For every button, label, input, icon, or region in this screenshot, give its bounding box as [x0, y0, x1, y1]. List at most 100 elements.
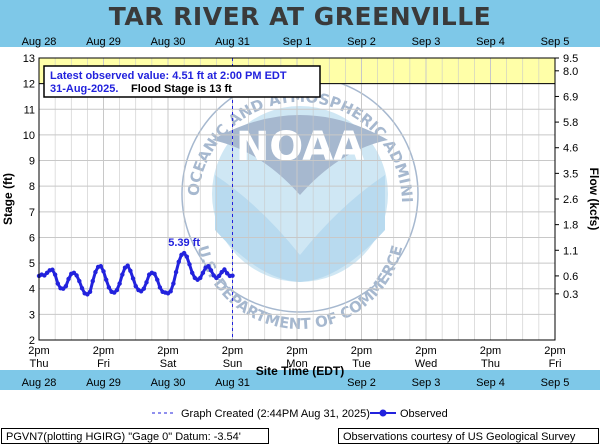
observed-point: [125, 263, 130, 268]
observed-point: [77, 278, 82, 284]
observed-point: [128, 268, 133, 273]
flow-tick-label: 1.8: [563, 220, 578, 232]
observed-point: [216, 273, 222, 279]
observed-point: [157, 285, 163, 290]
observed-point: [79, 286, 85, 291]
bottom-time-label: 2pm: [415, 345, 436, 357]
observed-point: [168, 289, 173, 294]
observed-point: [87, 289, 93, 295]
observed-point: [50, 267, 55, 272]
latest-value-line1: Latest observed value: 4.51 ft at 2:00 P…: [50, 70, 287, 82]
y-tick-label: 10: [23, 130, 35, 142]
top-date-label: Sep 4: [476, 36, 505, 48]
chart-title: TAR RIVER AT GREENVILLE: [0, 0, 600, 34]
bottom-date-band: [0, 370, 600, 390]
bottom-day-label: Wed: [415, 358, 437, 370]
observed-point: [141, 286, 147, 291]
top-date-label: Sep 2: [347, 36, 376, 48]
observed-point: [171, 281, 176, 286]
observed-point: [155, 277, 160, 282]
bottom-date-label: Aug 31: [215, 377, 250, 389]
bottom-time-label: 2pm: [28, 345, 49, 357]
y-tick-label: 9: [29, 156, 35, 168]
observed-point: [93, 269, 98, 275]
bottom-time-label: 2pm: [544, 345, 565, 357]
peak-label: 5.39 ft: [168, 237, 200, 249]
source-footer: Observations courtesy of US Geological S…: [338, 428, 599, 444]
bottom-date-label: Sep 2: [347, 377, 376, 389]
observed-point: [114, 287, 120, 293]
flood-stage-note: Flood Stage is 13 ft: [131, 83, 232, 95]
observed-point: [152, 271, 157, 277]
observed-point: [101, 269, 106, 274]
y-tick-label: 11: [24, 104, 35, 116]
axes-layer: 2 3 4 5 6 7 8 9 10 11 12 13 0.3 0.6 1.1 1.8 2.6 3.5 4.6 5.8…: [1, 36, 600, 389]
observed-point: [98, 263, 104, 269]
bottom-day-label: Thu: [30, 358, 49, 370]
observed-point: [173, 269, 179, 275]
y-tick-label: 4: [29, 284, 35, 296]
watermark-lower: [215, 175, 385, 282]
observed-point: [55, 281, 61, 286]
plot-border: [38, 57, 556, 341]
flow-tick-label: 5.8: [563, 117, 578, 129]
observed-point: [120, 272, 125, 277]
flow-tick-label: 4.6: [563, 143, 578, 155]
datum-footer: PGVN7(plotting HGIRG) "Gage 0" Datum: -3…: [1, 428, 269, 444]
bottom-day-label: Fri: [549, 358, 562, 370]
flow-tick-label: 1.1: [563, 245, 578, 257]
bottom-day-label: Fri: [97, 358, 110, 370]
y-axis-title: Stage (ft): [1, 173, 15, 225]
flow-tick-label: 8.0: [563, 66, 578, 78]
top-date-label: Aug 28: [22, 36, 57, 48]
bottom-date-label: Sep 3: [412, 377, 441, 389]
bottom-date-label: Aug 29: [86, 377, 121, 389]
bottom-time-label: 2pm: [351, 345, 372, 357]
observed-point: [117, 281, 122, 286]
latest-value-box: [43, 65, 321, 98]
legend-observed-label: Observed: [400, 408, 448, 420]
top-date-band: [0, 34, 600, 47]
observed-point: [103, 277, 109, 282]
observed-point: [208, 268, 214, 273]
y-tick-label: 8: [29, 181, 35, 193]
bottom-time-label: 2pm: [286, 345, 307, 357]
observed-point: [187, 262, 192, 267]
flow-tick-label: 0.3: [563, 289, 578, 301]
top-date-label: Sep 1: [283, 36, 312, 48]
top-date-label: Sep 3: [412, 36, 441, 48]
y2-axis-title: Flow (kcfs): [587, 168, 600, 231]
flow-tick-label: 9.5: [563, 53, 578, 65]
observed-point: [176, 259, 181, 265]
observed-point: [200, 270, 206, 276]
observed-point: [74, 273, 79, 278]
latest-value-date: 31-Aug-2025.: [50, 83, 118, 95]
observed-point: [181, 250, 187, 256]
observed-point: [130, 276, 136, 281]
observed-point: [66, 276, 71, 282]
observed-point: [52, 272, 58, 277]
y-tick-label: 7: [29, 207, 35, 219]
observed-point: [230, 273, 235, 278]
y-tick-label: 12: [23, 79, 35, 91]
bottom-date-label: Aug 30: [151, 377, 186, 389]
bottom-day-label: Sat: [160, 358, 177, 370]
bottom-time-label: 2pm: [222, 345, 243, 357]
observed-point: [144, 280, 149, 285]
top-date-label: Sep 5: [541, 36, 570, 48]
observed-point: [63, 283, 69, 289]
observed-point: [106, 285, 112, 290]
bottom-date-label: Sep 4: [476, 377, 505, 389]
bottom-time-label: 2pm: [157, 345, 178, 357]
top-date-label: Aug 29: [86, 36, 121, 48]
series-layer: [36, 58, 235, 340]
bottom-time-label: 2pm: [480, 345, 501, 357]
legend-created-label: Graph Created (2:44PM Aug 31, 2025): [181, 408, 370, 420]
flow-tick-label: 3.5: [563, 168, 578, 180]
bottom-time-label: 2pm: [93, 345, 114, 357]
x-axis-title: Site Time (EDT): [256, 364, 344, 378]
legend-observed-marker: [379, 409, 387, 417]
flow-tick-label: 0.6: [563, 271, 578, 283]
